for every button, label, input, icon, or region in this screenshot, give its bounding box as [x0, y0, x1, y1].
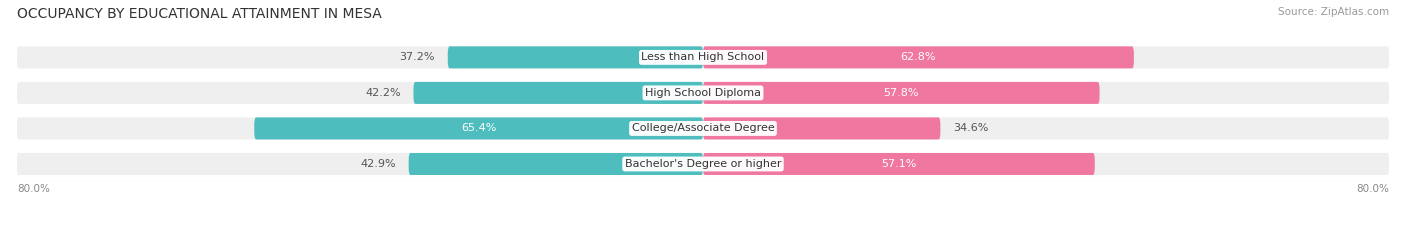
Text: OCCUPANCY BY EDUCATIONAL ATTAINMENT IN MESA: OCCUPANCY BY EDUCATIONAL ATTAINMENT IN M…: [17, 7, 381, 21]
Text: High School Diploma: High School Diploma: [645, 88, 761, 98]
Text: 65.4%: 65.4%: [461, 123, 496, 134]
Text: 42.9%: 42.9%: [360, 159, 395, 169]
Text: 34.6%: 34.6%: [953, 123, 988, 134]
Text: 42.2%: 42.2%: [366, 88, 401, 98]
Text: 62.8%: 62.8%: [901, 52, 936, 62]
FancyBboxPatch shape: [413, 82, 703, 104]
Text: 57.8%: 57.8%: [883, 88, 920, 98]
FancyBboxPatch shape: [447, 46, 703, 69]
FancyBboxPatch shape: [17, 82, 1389, 104]
Text: Bachelor's Degree or higher: Bachelor's Degree or higher: [624, 159, 782, 169]
FancyBboxPatch shape: [703, 153, 1095, 175]
FancyBboxPatch shape: [254, 117, 703, 140]
Text: 37.2%: 37.2%: [399, 52, 434, 62]
Text: 80.0%: 80.0%: [17, 184, 49, 194]
FancyBboxPatch shape: [703, 82, 1099, 104]
Text: Source: ZipAtlas.com: Source: ZipAtlas.com: [1278, 7, 1389, 17]
FancyBboxPatch shape: [703, 117, 941, 140]
Text: Less than High School: Less than High School: [641, 52, 765, 62]
FancyBboxPatch shape: [17, 46, 1389, 69]
Text: 80.0%: 80.0%: [1357, 184, 1389, 194]
FancyBboxPatch shape: [17, 153, 1389, 175]
FancyBboxPatch shape: [17, 117, 1389, 140]
FancyBboxPatch shape: [703, 46, 1133, 69]
FancyBboxPatch shape: [409, 153, 703, 175]
Text: College/Associate Degree: College/Associate Degree: [631, 123, 775, 134]
Text: 57.1%: 57.1%: [882, 159, 917, 169]
